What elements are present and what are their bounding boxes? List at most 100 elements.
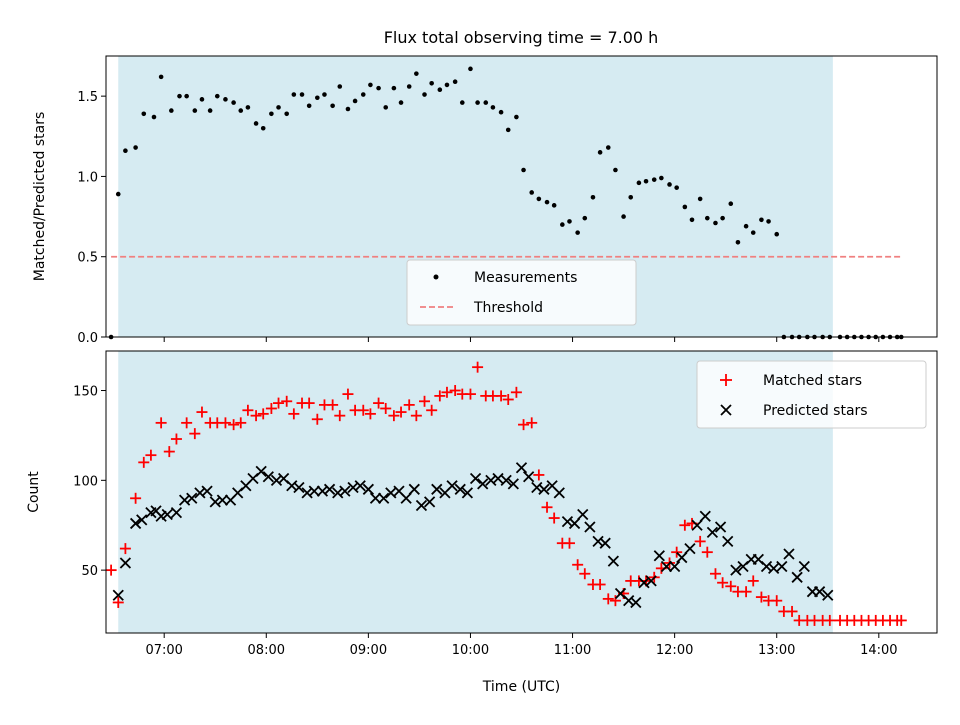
measurement-point (276, 105, 281, 110)
predicted-star-marker (194, 487, 206, 499)
predicted-star-marker (623, 595, 635, 607)
matched-star-marker (548, 512, 560, 524)
matched-star-marker (602, 593, 614, 605)
ratio-y-tick-label: 0.0 (77, 331, 98, 346)
measurement-point (720, 215, 725, 221)
measurement-point (468, 66, 473, 72)
matched-star-marker (242, 404, 254, 416)
predicted-star-marker (129, 517, 142, 530)
measurement-point (345, 106, 351, 112)
predicted-star-marker (515, 462, 528, 474)
matched-star-marker (373, 397, 385, 409)
matched-star-marker (694, 535, 706, 547)
matched-star-marker (671, 546, 683, 558)
predicted-star-marker (599, 537, 611, 549)
measurement-point (184, 93, 189, 99)
measurement-point (505, 127, 511, 133)
matched-star-marker (228, 419, 240, 431)
time-x-tick-label: 12:00 (656, 643, 693, 658)
measurement-point (437, 87, 443, 93)
matched-star-marker (288, 408, 300, 420)
measurement-point (621, 214, 626, 219)
matched-star-marker (701, 546, 713, 558)
predicted-star-marker (638, 577, 650, 589)
matched-star-marker (441, 386, 453, 398)
predicted-star-marker (454, 483, 466, 495)
measurement-point (214, 93, 220, 99)
predicted-star-marker (730, 564, 742, 576)
predicted-star-marker (301, 487, 313, 499)
predicted-star-marker (293, 481, 305, 494)
predicted-star-marker (714, 521, 727, 533)
matched-star-marker (273, 397, 285, 409)
measurement-point (613, 167, 618, 173)
matched-star-marker (119, 543, 131, 555)
measurement-point (429, 80, 434, 86)
time-x-tick-label: 11:00 (554, 643, 591, 658)
measurement-point (269, 111, 274, 117)
predicted-star-marker (255, 465, 267, 477)
count-panel-frame (105, 350, 938, 634)
measurement-point (498, 109, 504, 115)
measurement-point (245, 105, 251, 110)
matched-star-marker (747, 575, 759, 587)
matched-star-marker (740, 586, 752, 598)
predicted-star-marker (584, 521, 596, 533)
predicted-star-marker (446, 480, 458, 492)
matched-star-marker (563, 537, 575, 549)
predicted-star-marker (577, 508, 589, 521)
measurement-point (391, 85, 397, 91)
matched-star-marker (334, 410, 346, 422)
measurement-point (766, 219, 771, 224)
ratio-panel-frame (105, 55, 938, 338)
legend-label-measurements: Measurements (474, 270, 577, 286)
matched-star-marker (219, 417, 231, 429)
matched-star-marker (594, 579, 606, 591)
measurement-point (306, 103, 312, 109)
measurement-point (383, 105, 389, 110)
predicted-star-marker (186, 492, 198, 504)
ratio-y-axis-label: Matched/Predicted stars (32, 112, 48, 282)
predicted-star-marker (262, 471, 274, 483)
matched-star-marker (112, 596, 124, 608)
matched-star-marker (181, 417, 193, 429)
measurement-point (582, 215, 588, 221)
count-legend: Matched stars Predicted stars (696, 360, 927, 429)
predicted-star-marker (538, 483, 550, 495)
predicted-star-marker (561, 516, 574, 528)
measurement-point (133, 145, 138, 150)
measurement-point (444, 82, 450, 88)
predicted-star-marker (161, 508, 173, 521)
measurement-point (299, 92, 305, 97)
matched-star-marker (403, 399, 415, 411)
predicted-star-marker (706, 526, 719, 539)
measurement-point (697, 196, 703, 202)
predicted-star-marker (798, 560, 810, 573)
legend-marker-predicted (720, 404, 732, 416)
predicted-star-marker (216, 494, 229, 506)
predicted-star-marker (660, 560, 673, 573)
matched-star-marker (138, 456, 150, 468)
matched-star-marker (388, 410, 400, 422)
predicted-star-marker (684, 542, 696, 555)
measurement-point (238, 108, 244, 113)
predicted-star-marker (423, 496, 436, 508)
predicted-star-marker (630, 596, 642, 609)
time-x-tick-label: 09:00 (350, 643, 387, 658)
predicted-star-marker (286, 480, 298, 492)
measurement-point (337, 84, 343, 89)
measurement-point (490, 105, 496, 110)
matched-star-marker (235, 417, 247, 429)
matched-star-marker (155, 417, 167, 429)
count-y-tick-label: 50 (81, 564, 98, 579)
predicted-star-marker (722, 535, 734, 548)
measurement-point (774, 231, 780, 237)
matched-star-marker (265, 402, 277, 414)
time-x-tick-label: 13:00 (758, 643, 795, 658)
chart-title: Flux total observing time = 7.00 h (384, 28, 659, 47)
predicted-star-marker (339, 485, 351, 497)
measurement-point (590, 195, 596, 200)
count-panel: 50 100 150 07:00 08:00 09:00 10:00 11:00 12:00 1… (26, 350, 938, 695)
matched-star-marker (609, 595, 621, 607)
predicted-star-marker (691, 519, 703, 531)
